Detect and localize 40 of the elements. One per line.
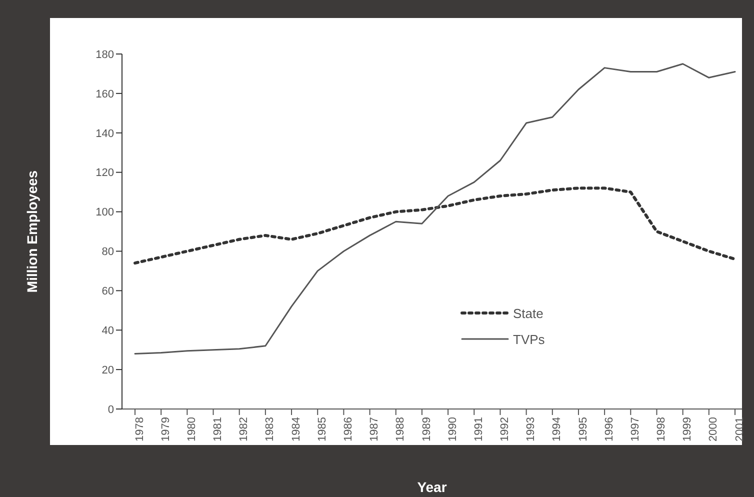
x-tick-label: 1992 bbox=[499, 417, 512, 442]
y-tick-label: 120 bbox=[96, 167, 114, 180]
y-axis-title: Million Employees bbox=[24, 170, 40, 293]
x-tick-label: 2000 bbox=[708, 417, 720, 442]
x-tick-label: 1991 bbox=[472, 417, 485, 442]
y-tick-label: 0 bbox=[108, 404, 114, 416]
x-tick-label: 1993 bbox=[525, 417, 538, 442]
x-tick-label: 1995 bbox=[577, 417, 590, 442]
y-tick-label: 140 bbox=[96, 128, 114, 140]
x-tick-label: 1986 bbox=[342, 417, 355, 442]
line-series bbox=[134, 186, 736, 265]
x-tick-label: 1987 bbox=[368, 417, 381, 442]
x-tick-label: 1983 bbox=[264, 417, 276, 442]
x-tick-label: 1978 bbox=[134, 417, 146, 442]
x-tick-label: 1997 bbox=[629, 417, 642, 442]
x-tick-label: 1980 bbox=[186, 417, 198, 442]
line-series bbox=[134, 63, 736, 355]
y-tick-label: 180 bbox=[96, 48, 114, 61]
x-tick-label: 2001 bbox=[734, 417, 746, 442]
legend-label: TVPs bbox=[513, 332, 545, 346]
y-tick-label: 160 bbox=[96, 88, 114, 100]
x-axis-title: Year bbox=[417, 479, 448, 495]
x-tick-label: 1989 bbox=[420, 417, 433, 442]
y-tick-label: 40 bbox=[102, 325, 114, 338]
x-tick-label: 1996 bbox=[603, 417, 616, 442]
y-tick-label: 20 bbox=[102, 364, 114, 376]
x-tick-label: 1984 bbox=[290, 417, 302, 442]
y-tick-label: 80 bbox=[102, 246, 114, 258]
x-tick-label: 1990 bbox=[446, 417, 459, 442]
x-tick-label: 1988 bbox=[394, 417, 407, 442]
x-tick-label: 1985 bbox=[316, 417, 328, 442]
x-tick-label: 1999 bbox=[682, 417, 694, 442]
x-tick-label: 1994 bbox=[551, 417, 564, 442]
y-tick-label: 60 bbox=[102, 286, 114, 298]
x-tick-label: 1981 bbox=[212, 417, 224, 442]
x-tick-label: 1998 bbox=[656, 417, 668, 442]
legend-label: State bbox=[513, 306, 544, 320]
x-tick-label: 1979 bbox=[160, 417, 172, 442]
x-tick-label: 1982 bbox=[238, 417, 250, 442]
y-tick-label: 100 bbox=[96, 206, 114, 219]
